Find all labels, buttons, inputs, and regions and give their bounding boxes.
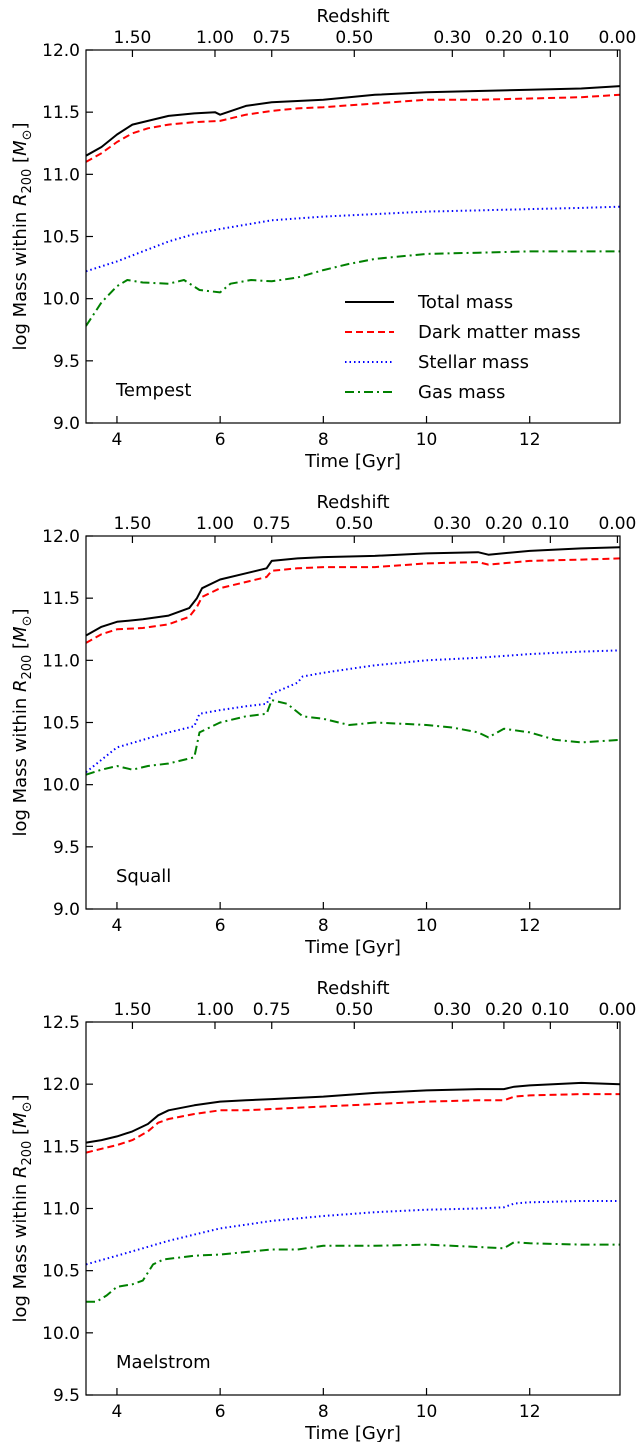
series-line-dark-matter <box>86 557 620 644</box>
redshift-tick-label: 0.10 <box>531 28 569 48</box>
series-line-total <box>86 1081 620 1144</box>
x-tick-label: 12 <box>519 1402 541 1422</box>
y-tick-label: 12.5 <box>42 1013 80 1033</box>
top-axis-title: Redshift <box>316 6 389 27</box>
panel-label: Tempest <box>115 380 191 401</box>
series-group <box>86 85 620 327</box>
x-tick-label: 6 <box>215 1402 226 1422</box>
x-tick-label: 8 <box>318 430 329 450</box>
chart-panel-tempest: 9.0 9.5 10.0 10.5 11.0 11.5 12.0 4 6 8 10 12 1.50 1.0… <box>10 6 636 472</box>
y-tick-label: 10.5 <box>42 228 80 248</box>
y-tick-label: 10.5 <box>42 714 80 734</box>
plot-frame <box>85 535 621 910</box>
y-tick-label: 9.0 <box>53 414 80 434</box>
panel-label: Maelstrom <box>116 1352 211 1373</box>
x-tick-label: 4 <box>112 916 123 936</box>
x-tick-label: 10 <box>416 1402 438 1422</box>
redshift-tick-label: 0.30 <box>433 514 471 534</box>
x-axis-title: Time [Gyr] <box>304 1423 401 1442</box>
y-tick-label: 10.5 <box>42 1262 80 1282</box>
y-axis-title: log Mass within R200 [M⊙] <box>10 1094 35 1322</box>
chart-panel-maelstrom: 9.5 10.0 10.5 11.0 11.5 12.0 12.5 4 6 8 10 12 1.50 1.… <box>10 978 636 1442</box>
x-tick-label: 10 <box>416 430 438 450</box>
x-tick-label: 10 <box>416 916 438 936</box>
legend-label: Stellar mass <box>418 352 529 373</box>
legend-label: Dark matter mass <box>418 322 581 343</box>
top-axis-title: Redshift <box>316 492 389 513</box>
series-line-gas <box>86 250 620 327</box>
top-axis-title: Redshift <box>316 978 389 999</box>
panel-label: Squall <box>116 866 171 887</box>
x-tick-label: 6 <box>215 916 226 936</box>
redshift-tick-label: 0.50 <box>335 1000 373 1020</box>
redshift-tick-label: 0.30 <box>433 28 471 48</box>
y-tick-label: 11.5 <box>42 103 80 123</box>
x-tick-label: 6 <box>215 430 226 450</box>
series-group <box>86 1081 620 1303</box>
legend: Total mass Dark matter mass Stellar mass Ga… <box>345 292 581 403</box>
redshift-tick-label: 0.00 <box>598 1000 636 1020</box>
series-line-stellar <box>86 1200 620 1266</box>
y-tick-label: 11.0 <box>42 651 80 671</box>
x-tick-label: 4 <box>112 430 123 450</box>
redshift-tick-label: 1.50 <box>114 28 152 48</box>
series-line-gas <box>86 1241 620 1303</box>
x-tick-label: 12 <box>519 430 541 450</box>
plot-frame <box>85 1021 621 1396</box>
y-tick-label: 12.0 <box>42 1075 80 1095</box>
redshift-tick-label: 0.10 <box>531 1000 569 1020</box>
redshift-tick-label: 0.75 <box>253 1000 291 1020</box>
legend-label: Gas mass <box>418 382 505 403</box>
y-tick-label: 10.0 <box>42 290 80 310</box>
redshift-tick-label: 1.00 <box>196 514 234 534</box>
redshift-tick-label: 0.75 <box>253 28 291 48</box>
redshift-tick-label: 0.10 <box>531 514 569 534</box>
series-group <box>86 546 620 776</box>
x-axis-title: Time [Gyr] <box>304 451 401 472</box>
x-axis-title: Time [Gyr] <box>304 937 401 958</box>
x-tick-label: 12 <box>519 916 541 936</box>
redshift-tick-label: 0.75 <box>253 514 291 534</box>
series-line-dark-matter <box>86 93 620 163</box>
redshift-tick-label: 0.20 <box>485 28 523 48</box>
y-tick-label: 9.5 <box>53 838 80 858</box>
redshift-tick-label: 0.00 <box>598 514 636 534</box>
y-tick-label: 9.5 <box>53 1386 80 1406</box>
y-tick-label: 11.0 <box>42 1200 80 1220</box>
y-tick-label: 11.5 <box>42 1137 80 1157</box>
series-line-total <box>86 546 620 637</box>
redshift-tick-label: 0.20 <box>485 1000 523 1020</box>
y-tick-label: 10.0 <box>42 776 80 796</box>
y-axis-title: log Mass within R200 [M⊙] <box>10 608 35 836</box>
x-tick-label: 8 <box>318 916 329 936</box>
chart-panel-squall: 9.0 9.5 10.0 10.5 11.0 11.5 12.0 4 6 8 10 12 1.50 1.0… <box>10 492 636 958</box>
y-tick-label: 11.0 <box>42 165 80 185</box>
redshift-tick-label: 0.30 <box>433 1000 471 1020</box>
redshift-tick-label: 0.50 <box>335 28 373 48</box>
y-tick-label: 12.0 <box>42 527 80 547</box>
series-line-gas <box>86 699 620 776</box>
redshift-tick-label: 1.00 <box>196 28 234 48</box>
x-tick-label: 8 <box>318 1402 329 1422</box>
redshift-tick-label: 0.00 <box>598 28 636 48</box>
y-tick-label: 9.0 <box>53 900 80 920</box>
series-line-total <box>86 85 620 157</box>
y-tick-label: 12.0 <box>42 41 80 61</box>
redshift-tick-label: 0.50 <box>335 514 373 534</box>
series-line-stellar <box>86 205 620 273</box>
series-line-stellar <box>86 649 620 773</box>
x-tick-label: 4 <box>112 1402 123 1422</box>
redshift-tick-label: 1.50 <box>114 1000 152 1020</box>
y-tick-label: 9.5 <box>53 352 80 372</box>
redshift-tick-label: 0.20 <box>485 514 523 534</box>
series-line-dark-matter <box>86 1093 620 1154</box>
y-tick-label: 10.0 <box>42 1324 80 1344</box>
legend-label: Total mass <box>417 292 513 313</box>
y-axis-title: log Mass within R200 [M⊙] <box>10 122 35 350</box>
y-tick-label: 11.5 <box>42 589 80 609</box>
redshift-tick-label: 1.50 <box>114 514 152 534</box>
redshift-tick-label: 1.00 <box>196 1000 234 1020</box>
